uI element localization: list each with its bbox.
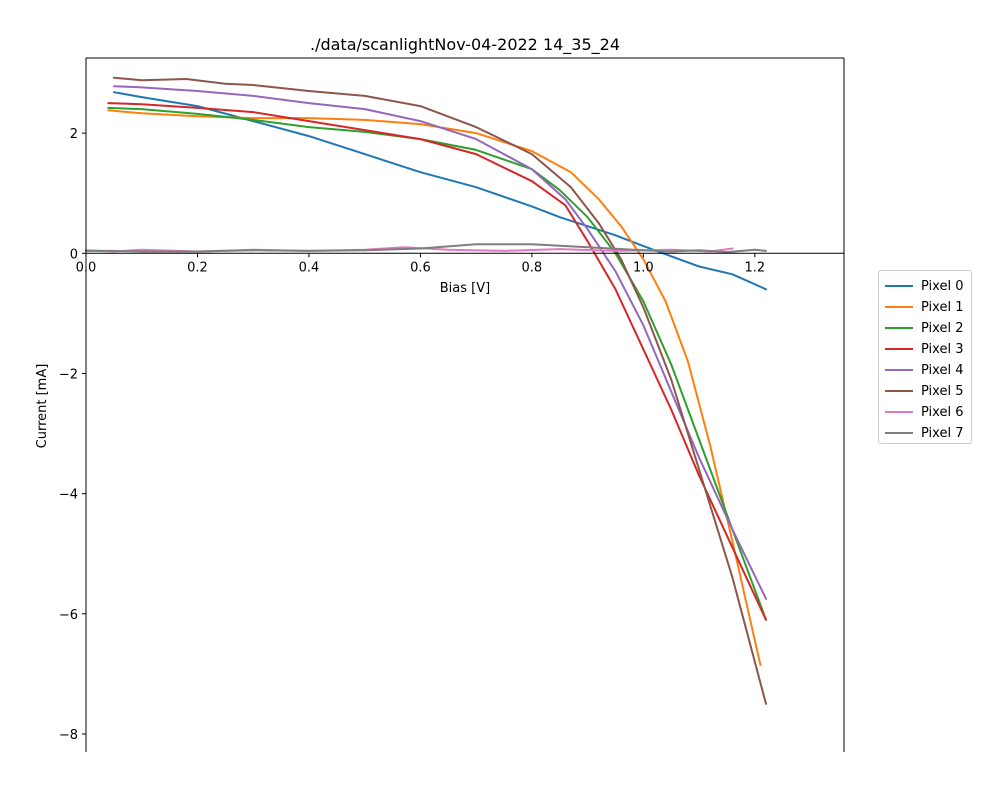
y-tick-label: −6: [59, 608, 78, 623]
legend-label: Pixel 4: [921, 362, 964, 378]
legend-label: Pixel 7: [921, 425, 964, 441]
legend-swatch: [885, 285, 913, 287]
legend-item: Pixel 3: [885, 339, 963, 359]
legend-label: Pixel 3: [921, 341, 964, 357]
legend-item: Pixel 6: [885, 402, 963, 422]
legend-swatch: [885, 348, 913, 350]
legend-item: Pixel 0: [885, 276, 963, 296]
legend-label: Pixel 6: [921, 404, 964, 420]
series-line-2: [107, 106, 767, 621]
series-line-4: [112, 85, 767, 600]
series-line-0: [112, 91, 767, 291]
legend-label: Pixel 2: [921, 320, 964, 336]
x-tick-label: 0.0: [76, 260, 97, 275]
legend-swatch: [885, 306, 913, 308]
y-tick-label: 0: [70, 247, 78, 262]
series-line-3: [107, 102, 767, 621]
axes-layer: 0.0 0.2 0.4 0.6 0.8 1.0 1.2 2 0 −2 −4 −6 −8: [59, 57, 845, 752]
series-layer: [85, 76, 767, 705]
legend-swatch: [885, 432, 913, 434]
x-tick-label: 0.4: [299, 260, 320, 275]
legend: Pixel 0 Pixel 1 Pixel 2 Pixel 3 Pixel 4 Pixel…: [878, 270, 972, 444]
y-tick-label: 2: [70, 127, 78, 142]
y-tick-label: −4: [59, 488, 78, 503]
legend-label: Pixel 0: [921, 278, 964, 294]
legend-item: Pixel 4: [885, 360, 963, 380]
legend-swatch: [885, 369, 913, 371]
y-axis-label: Current [mA]: [35, 364, 50, 449]
legend-item: Pixel 2: [885, 318, 963, 338]
chart-title: ./data/scanlightNov-04-2022 14_35_24: [310, 35, 620, 55]
legend-swatch: [885, 327, 913, 329]
y-tick-label: −8: [59, 728, 78, 743]
legend-swatch: [885, 411, 913, 413]
series-line-5: [112, 76, 767, 705]
x-tick-label: 0.6: [410, 260, 431, 275]
x-tick-label: 0.2: [187, 260, 208, 275]
legend-swatch: [885, 390, 913, 392]
x-axis-label: Bias [V]: [440, 281, 490, 296]
legend-item: Pixel 1: [885, 297, 963, 317]
series-line-7: [85, 243, 767, 254]
legend-item: Pixel 5: [885, 381, 963, 401]
x-tick-label: 0.8: [522, 260, 543, 275]
series-line-1: [107, 109, 762, 666]
legend-label: Pixel 5: [921, 383, 964, 399]
legend-label: Pixel 1: [921, 299, 964, 315]
x-tick-label: 1.0: [633, 260, 654, 275]
y-tick-label: −2: [59, 367, 78, 382]
legend-item: Pixel 7: [885, 423, 963, 443]
x-tick-label: 1.2: [744, 260, 765, 275]
